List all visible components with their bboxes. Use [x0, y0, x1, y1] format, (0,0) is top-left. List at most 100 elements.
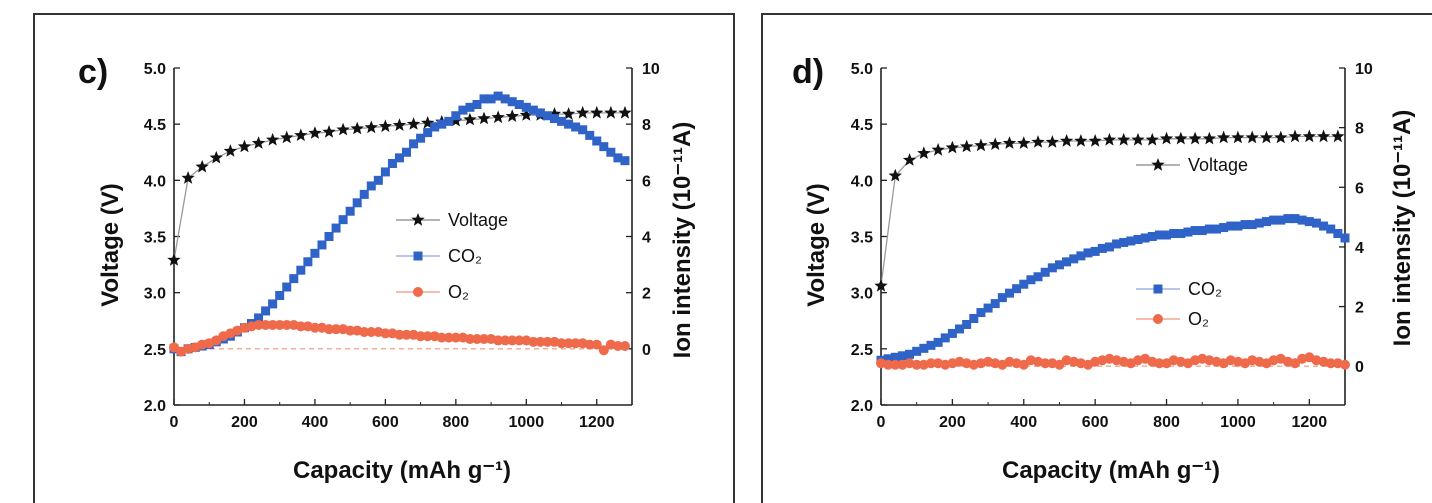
panel-c-voltage-point: [294, 128, 308, 142]
panel-c-voltage-point: [223, 144, 237, 157]
panel-c: c) 0 200 400 600 800 1000 1200 2.0 2.5 3.0 3.5 4.0 4…: [33, 13, 735, 503]
panel-c-right-axis-title: Ion intensity (10⁻¹¹A): [669, 122, 696, 359]
panel-c-co2-point: [557, 116, 567, 126]
panel-c-legend-o2-label: O₂: [448, 282, 469, 302]
panel-d-co2-point: [1190, 226, 1200, 236]
panel-d-voltage-point: [1231, 130, 1245, 144]
panel-c-o2-point: [500, 335, 511, 346]
panel-d-co2-point: [1133, 234, 1143, 244]
panel-c-voltage-point: [237, 139, 252, 153]
panel-d-left-axis-title: Voltage (V): [803, 183, 830, 307]
panel-c-co2-point: [472, 100, 482, 110]
panel-d-x-tick-label: 200: [939, 414, 966, 431]
panel-c-co2-point: [542, 111, 552, 121]
panel-d-o2-point: [925, 358, 936, 369]
panel-c-x-tick-label: 200: [231, 414, 258, 431]
panel-d-o2-point: [1340, 359, 1350, 370]
panel-c-co2-point: [430, 122, 440, 132]
panel-d-co2-point: [1154, 230, 1164, 240]
panel-c-co2-point: [592, 136, 602, 146]
panel-c-o2-point: [443, 332, 454, 343]
panel-d-x-tick-label: 400: [1010, 414, 1037, 431]
panel-c-co2-point: [275, 290, 285, 300]
panel-d-legend-o2-label: O₂: [1188, 309, 1209, 329]
panel-c-legend-voltage-marker: [411, 213, 425, 226]
panel-d-co2-point: [962, 319, 972, 329]
panel-c-co2-point: [352, 198, 362, 208]
panel-c-co2-point: [310, 248, 320, 258]
panel-d-co2-point: [1104, 242, 1114, 252]
panel-d-o2-point: [1018, 359, 1029, 370]
panel-c-x-tick-label: 600: [372, 414, 399, 431]
panel-d-voltage-point: [1259, 130, 1274, 144]
panel-d-legend-voltage-marker: [1151, 158, 1165, 171]
panel-d-co2-point: [1254, 218, 1264, 228]
panel-d-left-tick-label: 3.0: [851, 286, 873, 303]
panel-c-legend-co2-marker: [413, 251, 423, 261]
panel-d-voltage-point: [960, 139, 974, 153]
panel-d-co2-point: [997, 293, 1007, 303]
panel-d-voltage-point: [917, 146, 931, 159]
panel-c-o2-point: [366, 326, 377, 337]
panel-c-legend: Voltage CO₂ O₂: [396, 210, 508, 302]
panel-d-co2-point: [1004, 288, 1014, 298]
panel-c-co2-point: [338, 215, 348, 225]
panel-c-voltage-point: [406, 117, 421, 130]
panel-c-co2-point: [437, 119, 447, 129]
panel-d-co2-point: [969, 314, 979, 324]
panel-c-voltage-point: [195, 159, 209, 173]
panel-d-voltage-point: [1002, 136, 1017, 149]
panel-d-voltage-point: [902, 153, 917, 166]
panel-c-co2-point: [493, 91, 503, 101]
panel-c-x-tick-label: 800: [442, 414, 469, 431]
panel-c-legend-o2-marker: [413, 287, 423, 297]
panel-c-co2-point: [331, 223, 341, 233]
panel-c-co2-point: [549, 114, 559, 124]
panel-d-right-tick-label: 10: [1355, 61, 1373, 78]
panel-c-co2-point: [289, 274, 299, 284]
panel-d-co2-point: [1054, 260, 1064, 270]
panel-c-co2-point: [254, 313, 264, 323]
panel-c-legend-co2-label: CO₂: [448, 246, 482, 266]
panel-d-co2-point: [1333, 229, 1343, 239]
panel-d-voltage-point: [931, 143, 945, 156]
panel-d-right-tick-label: 4: [1355, 240, 1364, 257]
panel-c-co2-point: [500, 94, 510, 104]
panel-c-o2-point: [267, 319, 278, 330]
panel-c-right-tick-label: 2: [642, 286, 651, 303]
panel-c-co2-point: [303, 257, 313, 267]
panel-c-o2-point: [274, 319, 285, 330]
panel-c-o2-point: [450, 332, 461, 343]
panel-c-x-tick-label: 400: [302, 414, 329, 431]
panel-d-co2-point: [947, 328, 957, 338]
panel-d-co2-point: [955, 324, 965, 334]
panel-c-right-tick-label: 4: [642, 230, 651, 247]
panel-c-o2-point: [345, 325, 356, 336]
panel-c-voltage-point: [421, 116, 435, 129]
panel-c-o2-point: [493, 335, 504, 346]
panel-d-co2-point: [1033, 272, 1043, 282]
panel-d-voltage-point: [1117, 132, 1131, 146]
panel-c-x-axis-title: Capacity (mAh g⁻¹): [293, 457, 511, 484]
panel-c-o2-point: [591, 339, 602, 350]
panel-d-co2-point: [1319, 221, 1329, 231]
panel-c-voltage-point: [477, 111, 491, 125]
panel-c-o2-point: [260, 319, 271, 330]
panel-c-o2-point: [324, 324, 335, 335]
panel-c-voltage-point: [576, 105, 590, 119]
panel-c-co2-point: [514, 100, 524, 110]
panel-d-o2-point: [883, 359, 894, 370]
panel-d-voltage-point: [1202, 131, 1216, 145]
panel-c-voltage-point: [604, 105, 618, 119]
panel-d-left-tick-label: 4.0: [851, 173, 873, 190]
panel-d-voltage-point: [1159, 131, 1174, 145]
panel-d-co2-point: [1047, 263, 1057, 273]
panel-d-voltage-point: [945, 140, 959, 154]
panel-d-right-tick-label: 0: [1355, 359, 1364, 376]
panel-c-right-tick-label: 8: [642, 117, 651, 134]
panel-d-o2-point: [911, 359, 922, 370]
panel-c-co2-point: [571, 122, 581, 132]
panel-d-voltage-point: [888, 168, 902, 182]
panel-c-o2-point: [309, 322, 320, 333]
